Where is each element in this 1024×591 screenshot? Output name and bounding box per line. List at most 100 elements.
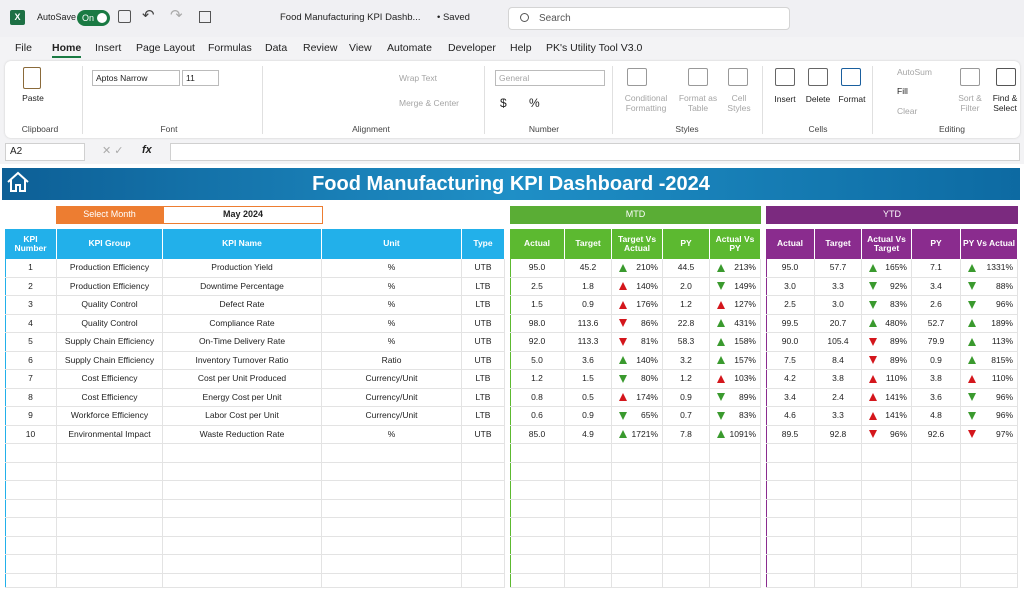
ribbon-button[interactable]: Merge & Center <box>399 98 459 108</box>
empty-cell <box>862 573 912 588</box>
ribbon-button[interactable]: AutoSum <box>897 67 932 77</box>
ribbon-button[interactable]: Insert <box>774 94 796 104</box>
redo-icon[interactable]: ↷ <box>170 7 183 24</box>
group-divider <box>872 66 873 134</box>
column-header: Target <box>815 229 862 259</box>
ribbon-button[interactable]: Sort & Filter <box>958 93 982 113</box>
ribbon-tab[interactable]: Data <box>265 42 288 54</box>
save-status: • Saved <box>437 12 470 23</box>
table-cell: 85.0 <box>510 425 565 444</box>
ribbon-button[interactable]: Fill <box>897 86 908 96</box>
indicator-value: 1091% <box>729 428 756 439</box>
ribbon-tab[interactable]: Help <box>510 42 532 54</box>
empty-cell <box>5 573 57 588</box>
ribbon-group-label: Cells <box>808 124 828 134</box>
empty-cell <box>961 518 1018 537</box>
table-cell: LTB <box>462 277 505 296</box>
empty-cell <box>322 481 462 500</box>
empty-cell <box>163 555 322 574</box>
ribbon-tab[interactable]: View <box>349 42 372 54</box>
table-cell: 3 <box>5 296 57 315</box>
table-cell: % <box>322 333 462 352</box>
empty-cell <box>612 518 663 537</box>
kpi-indicator: 157% <box>710 351 761 370</box>
trend-arrow <box>717 393 725 402</box>
select-month-dropdown[interactable]: May 2024 <box>163 206 323 224</box>
ribbon-button[interactable]: Cell Styles <box>727 93 751 113</box>
ribbon-button[interactable]: Format as Table <box>678 93 718 113</box>
autosave-toggle[interactable]: On <box>77 10 110 26</box>
ribbon-tab[interactable]: Automate <box>387 42 432 54</box>
empty-cell <box>612 499 663 518</box>
home-icon[interactable] <box>5 170 31 194</box>
empty-cell <box>510 536 565 555</box>
empty-cell <box>5 499 57 518</box>
ribbon-button[interactable]: Delete <box>805 94 831 104</box>
table-cell: % <box>322 277 462 296</box>
ribbon-button[interactable]: Paste <box>22 93 44 103</box>
ribbon-button[interactable]: Format <box>838 94 866 104</box>
trend-arrow <box>717 300 725 309</box>
ribbon-button[interactable]: 11 <box>182 70 219 86</box>
dashboard-title: Food Manufacturing KPI Dashboard -2024 <box>312 173 710 195</box>
indicator-value: 140% <box>636 280 658 291</box>
group-divider <box>484 66 485 134</box>
undo-icon[interactable]: ↶ <box>142 7 155 24</box>
ribbon-button[interactable]: % <box>529 96 540 110</box>
ribbon-button[interactable]: Conditional Formatting <box>624 93 668 113</box>
dashboard-title-bar <box>2 168 1020 200</box>
search-box[interactable]: Search <box>508 7 790 30</box>
empty-cell <box>612 444 663 463</box>
column-header: Actual Vs PY <box>710 229 761 259</box>
ribbon-button[interactable]: Find & Select <box>992 93 1018 113</box>
ribbon-button[interactable]: Wrap Text <box>399 73 437 83</box>
empty-cell <box>5 555 57 574</box>
empty-cell <box>961 555 1018 574</box>
ribbon-tab[interactable]: Developer <box>448 42 496 54</box>
trend-arrow <box>968 282 976 291</box>
ribbon-tab[interactable]: Insert <box>95 42 122 54</box>
ribbon-button[interactable]: General <box>495 70 605 86</box>
table-cell: 2.6 <box>912 296 961 315</box>
empty-cell <box>5 481 57 500</box>
empty-cell <box>163 573 322 588</box>
formula-input[interactable] <box>170 143 1020 161</box>
ribbon-button[interactable]: $ <box>500 96 507 110</box>
borders-icon[interactable] <box>199 11 211 23</box>
ribbon-tab[interactable]: File <box>15 42 32 54</box>
ribbon-tab[interactable]: Review <box>303 42 338 54</box>
empty-cell <box>57 462 163 481</box>
empty-cell <box>710 499 761 518</box>
ribbon-tab[interactable]: Home <box>52 42 82 54</box>
column-header: Actual <box>510 229 565 259</box>
table-cell: 8 <box>5 388 57 407</box>
empty-cell <box>766 573 815 588</box>
empty-cell <box>462 499 505 518</box>
trend-arrow <box>968 411 976 420</box>
empty-cell <box>862 462 912 481</box>
save-icon[interactable] <box>118 10 131 23</box>
empty-cell <box>663 462 710 481</box>
indicator-value: 127% <box>734 299 756 310</box>
ribbon-button[interactable]: Clear <box>897 106 918 116</box>
trend-arrow <box>619 430 627 439</box>
ribbon-button[interactable]: Aptos Narrow <box>92 70 180 86</box>
kpi-indicator: 140% <box>612 351 663 370</box>
empty-cell <box>710 555 761 574</box>
empty-cell <box>710 444 761 463</box>
table-cell: 95.0 <box>766 259 815 278</box>
empty-cell <box>961 481 1018 500</box>
indicator-value: 110% <box>991 373 1013 384</box>
column-header: Unit <box>322 229 462 259</box>
empty-cell <box>565 518 612 537</box>
ribbon-tab[interactable]: Formulas <box>208 42 252 54</box>
empty-cell <box>663 499 710 518</box>
ribbon-tab[interactable]: Page Layout <box>136 42 195 54</box>
fx-button[interactable]: fx <box>142 144 152 156</box>
table-cell: Cost Efficiency <box>57 388 163 407</box>
empty-cell <box>815 536 862 555</box>
trend-arrow <box>717 319 725 328</box>
file-name[interactable]: Food Manufacturing KPI Dashb... <box>280 12 421 23</box>
ribbon-tab[interactable]: PK's Utility Tool V3.0 <box>546 42 643 54</box>
name-box[interactable]: A2 <box>5 143 85 161</box>
